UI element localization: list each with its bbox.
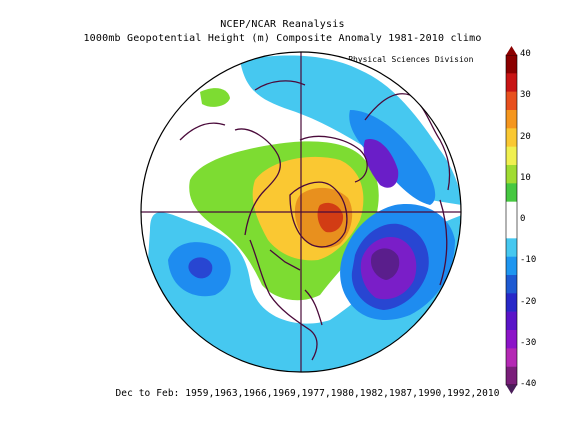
anomaly-neg-arctic bbox=[363, 139, 399, 188]
colorbar-top-arrow bbox=[506, 46, 517, 55]
anomaly-neg-40-core bbox=[370, 248, 400, 280]
map-title-line2: 1000mb Geopotential Height (m) Composite… bbox=[83, 33, 482, 44]
colorbar-tick-label: -10 bbox=[520, 255, 537, 266]
colorbar-cell bbox=[506, 165, 517, 184]
colorbar-cell bbox=[506, 183, 517, 202]
anomaly-pacific-low-inner bbox=[188, 257, 213, 279]
colorbar-bottom-arrow bbox=[506, 385, 517, 394]
colorbar-cell bbox=[506, 201, 517, 221]
map-title-line1: NCEP/NCAR Reanalysis bbox=[220, 19, 345, 30]
footer-years: Dec to Feb: 1959,1963,1966,1969,1977,198… bbox=[115, 388, 500, 399]
anomaly-pos-40 bbox=[317, 202, 344, 233]
colorbar-cell bbox=[506, 256, 517, 276]
colorbar-cell bbox=[506, 238, 517, 257]
colorbar-cell bbox=[506, 73, 517, 92]
colorbar-cell bbox=[506, 348, 517, 367]
colorbar-cell bbox=[506, 293, 517, 312]
colorbar-cell bbox=[506, 110, 517, 129]
colorbar-cell bbox=[506, 55, 517, 74]
colorbar-tick-label: 40 bbox=[520, 49, 531, 59]
colorbar-tick-label: -40 bbox=[520, 379, 537, 389]
colorbar-cell bbox=[506, 330, 517, 349]
colorbar-cell bbox=[506, 275, 517, 294]
colorbar-cells bbox=[505, 54, 518, 386]
credit-label: NOAA/ESRL Physical Sciences Division bbox=[300, 55, 474, 64]
colorbar-cell bbox=[506, 91, 517, 111]
colorbar-tick-label: 30 bbox=[520, 90, 531, 101]
map-border bbox=[140, 51, 462, 373]
colorbar-tick-label: 20 bbox=[520, 131, 531, 142]
colorbar-cell bbox=[506, 366, 517, 386]
colorbar-tick-label: 10 bbox=[520, 172, 531, 183]
colorbar-cell bbox=[506, 311, 517, 331]
colorbar-cell bbox=[506, 128, 517, 147]
colorbar-tick-label: -20 bbox=[520, 296, 537, 307]
colorbar-cell bbox=[506, 146, 517, 166]
colorbar-tick-label: -30 bbox=[520, 337, 537, 348]
colorbar-cell bbox=[506, 220, 517, 239]
map-disk bbox=[141, 52, 461, 372]
anomaly-pos-10-small bbox=[200, 88, 230, 107]
colorbar-tick-label: 0 bbox=[520, 214, 526, 224]
